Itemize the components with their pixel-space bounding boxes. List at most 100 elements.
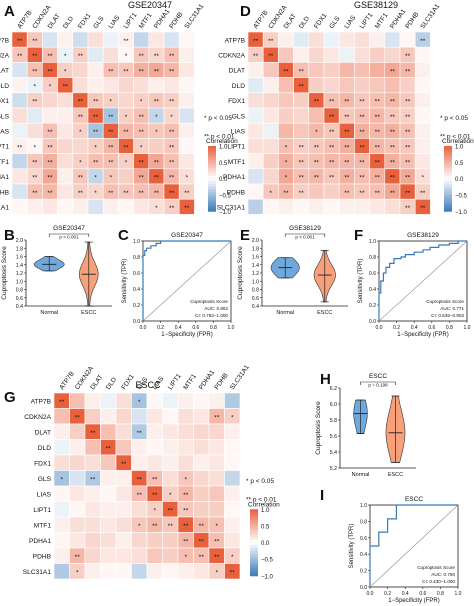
col-label: DLAT (89, 374, 104, 391)
col-label: DLAT (283, 13, 298, 30)
significance-mark: * (140, 99, 143, 106)
y-tick-label: 1.8 (252, 246, 259, 252)
significance-mark: ** (17, 144, 23, 151)
y-tick-label: 0.2 (369, 303, 376, 309)
heatmap-cell (178, 107, 195, 124)
y-tick-label: 1.0 (133, 239, 140, 245)
significance-mark: ** (137, 492, 143, 499)
significance-mark: ** (78, 99, 84, 106)
heatmap-cell (11, 77, 28, 94)
colorbar-step (444, 156, 452, 161)
heatmap-cell (131, 454, 148, 471)
heatmap-cell (262, 107, 279, 124)
significance-mark: ** (314, 160, 320, 167)
heatmap-cell (53, 454, 70, 471)
significance-mark: ** (214, 415, 220, 422)
heatmap-cell (177, 423, 194, 440)
significance-mark: ** (32, 99, 38, 106)
row-label: GLS (232, 113, 246, 120)
heatmap-cell (162, 532, 179, 549)
heatmap-cell (308, 31, 325, 48)
heatmap-cell (247, 107, 264, 124)
legend-p05: * p < 0.05 (204, 115, 232, 122)
colorbar-step (250, 531, 258, 535)
y-tick-label: 0.8 (369, 255, 376, 261)
significance-mark: * (285, 144, 288, 151)
significance-mark: ** (359, 190, 365, 197)
colorbar-step (250, 559, 258, 563)
significance-mark: ** (329, 114, 335, 121)
heatmap-cell (115, 470, 132, 487)
y-tick-label: 0.8 (252, 288, 259, 294)
significance-mark: ** (253, 38, 259, 45)
significance-mark: ** (17, 38, 23, 45)
heatmap-cell (115, 563, 132, 580)
heatmap-cell (87, 31, 104, 48)
colorbar-step (444, 181, 452, 185)
significance-mark: ** (121, 461, 127, 468)
p-value-label: p = 0.198 (368, 383, 388, 388)
heatmap-cell (224, 392, 241, 409)
heatmap-cell (100, 423, 117, 440)
heatmap-cell (118, 198, 134, 215)
heatmap-cell (414, 153, 431, 170)
significance-mark: ** (17, 53, 23, 60)
col-label: FDX1 (77, 12, 93, 30)
significance-mark: * (169, 492, 172, 499)
heatmap-cell (84, 439, 101, 456)
heatmap-cell (148, 31, 165, 48)
significance-mark: ** (47, 68, 53, 75)
colorbar-step (444, 189, 452, 193)
y-tick-label: 1.6 (252, 255, 259, 261)
significance-mark: ** (108, 68, 114, 75)
row-label: CDKN2A (24, 414, 51, 421)
row-label: LIAS (231, 129, 246, 136)
col-label: DLAT (47, 13, 62, 30)
heatmap-cell (384, 46, 401, 63)
significance-mark: * (315, 129, 318, 136)
violin-title: GSE20347 (53, 225, 85, 232)
significance-mark: * (186, 175, 189, 182)
y-tick-label: 1.6 (16, 255, 23, 261)
roc-title: ESCC (405, 496, 423, 503)
significance-mark: ** (32, 175, 38, 182)
heatmap-cell (262, 77, 279, 94)
significance-mark: * (184, 554, 187, 561)
heatmap-cell (369, 46, 386, 63)
row-label: PDHA1 (0, 174, 9, 181)
significance-mark: ** (390, 190, 396, 197)
roc-curve (378, 240, 467, 321)
x-tick-label: 0.6 (428, 325, 435, 331)
colorbar-step (444, 205, 452, 210)
heatmap-cell (193, 563, 210, 580)
ci-label: CI: 0.430−1.000 (422, 579, 455, 584)
heatmap-cell (208, 454, 225, 471)
heatmap-cell (369, 62, 386, 78)
colorbar-step (208, 197, 216, 201)
heatmap-cell (293, 198, 310, 215)
colorbar-tick: 0.5 (455, 161, 464, 167)
significance-mark: ** (78, 114, 84, 121)
heatmap-cell (11, 122, 28, 139)
panel-letter-B: B (4, 227, 15, 244)
significance-mark: ** (184, 205, 190, 212)
significance-mark: ** (214, 554, 220, 561)
y-tick-label: 0.6 (16, 296, 23, 302)
x-tick-label: 0.6 (419, 591, 426, 597)
colorbar-step (208, 165, 216, 169)
heatmap-cell (262, 168, 279, 185)
heatmap-cell (177, 439, 194, 456)
significance-mark: ** (299, 84, 305, 91)
significance-mark: * (125, 160, 128, 167)
significance-mark: ** (299, 160, 305, 167)
heatmap-cell (72, 31, 89, 48)
colorbar-tick: −1.0 (261, 574, 274, 580)
heatmap-cell (11, 92, 28, 109)
heatmap-cell (118, 92, 134, 109)
heatmap-cell (26, 198, 43, 215)
col-label: MTF1 (374, 12, 390, 30)
significance-mark: ** (90, 477, 96, 484)
y-tick-label: 0.2 (133, 303, 140, 309)
row-label: MTF1 (34, 523, 52, 530)
